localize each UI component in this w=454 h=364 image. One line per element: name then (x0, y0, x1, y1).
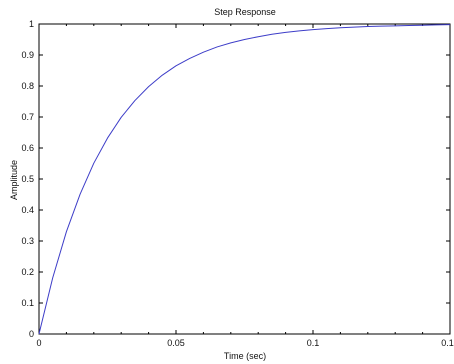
x-tick-label: 0.15 (441, 338, 454, 348)
y-tick-label: 0.1 (21, 298, 34, 308)
y-tick-label: 0 (29, 329, 34, 339)
axis-ticks (38, 23, 451, 335)
data-series (38, 24, 451, 335)
y-tick-label: 0.5 (21, 174, 34, 184)
y-axis-label: Amplitude (9, 160, 19, 200)
y-tick-label: 0.4 (21, 205, 34, 215)
y-tick-label: 0.7 (21, 112, 34, 122)
y-tick-label: 0.9 (21, 50, 34, 60)
y-tick-label: 0.3 (21, 236, 34, 246)
y-tick-label: 0.2 (21, 267, 34, 277)
y-tick-label: 0.6 (21, 143, 34, 153)
chart-title: Step Response (214, 7, 276, 17)
tick-labels: 0 0.05 0.1 0.15 0 0.1 0.2 0.3 0.4 0.5 0.6 0.7 0.8 0.9… (21, 19, 454, 348)
y-tick-label: 0.8 (21, 81, 34, 91)
x-tick-label: 0 (36, 338, 41, 348)
y-tick-label: 1 (29, 19, 34, 29)
x-axis-label: Time (sec) (224, 351, 266, 361)
step-response-line (38, 24, 451, 335)
x-tick-label: 0.1 (307, 338, 320, 348)
x-tick-label: 0.05 (167, 338, 185, 348)
